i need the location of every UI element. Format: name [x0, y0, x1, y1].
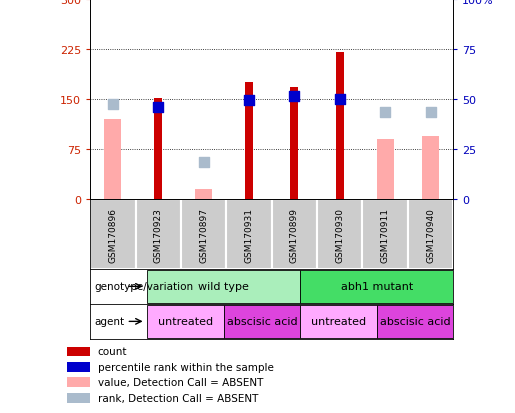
Bar — [67, 362, 90, 372]
Bar — [181, 199, 226, 269]
Point — [381, 109, 389, 116]
Text: GSM170930: GSM170930 — [335, 208, 344, 263]
Text: count: count — [98, 347, 127, 356]
Bar — [363, 199, 408, 269]
Text: abscisic acid: abscisic acid — [380, 317, 450, 327]
Text: abh1 mutant: abh1 mutant — [340, 282, 413, 292]
Point — [336, 96, 344, 103]
Text: percentile rank within the sample: percentile rank within the sample — [98, 362, 274, 372]
Point — [154, 104, 162, 111]
Bar — [224, 305, 300, 338]
Bar — [245, 83, 253, 199]
Bar — [300, 305, 377, 338]
Bar — [408, 199, 453, 269]
Bar — [422, 136, 439, 199]
Text: genotype/variation: genotype/variation — [94, 282, 193, 292]
Text: untreated: untreated — [311, 317, 366, 327]
Bar — [90, 199, 135, 269]
Text: value, Detection Call = ABSENT: value, Detection Call = ABSENT — [98, 377, 263, 387]
Text: GSM170940: GSM170940 — [426, 208, 435, 263]
Bar — [195, 190, 212, 199]
Bar — [147, 305, 224, 338]
Point — [245, 97, 253, 104]
Point — [290, 93, 299, 100]
Bar — [317, 199, 363, 269]
Bar — [104, 120, 122, 199]
Bar — [272, 199, 317, 269]
Bar — [154, 98, 162, 199]
Text: GSM170897: GSM170897 — [199, 208, 208, 263]
Text: agent: agent — [94, 317, 124, 327]
Bar — [67, 377, 90, 387]
Text: abscisic acid: abscisic acid — [227, 317, 298, 327]
Bar — [67, 347, 90, 356]
Bar — [376, 140, 394, 199]
Text: GSM170899: GSM170899 — [290, 208, 299, 263]
Bar — [290, 88, 298, 199]
Bar — [226, 199, 272, 269]
Text: GSM170931: GSM170931 — [245, 208, 253, 263]
Point — [199, 159, 208, 166]
Bar — [377, 305, 453, 338]
Point — [109, 102, 117, 108]
Bar — [147, 270, 300, 304]
Text: rank, Detection Call = ABSENT: rank, Detection Call = ABSENT — [98, 393, 258, 403]
Bar — [300, 270, 453, 304]
Text: wild type: wild type — [198, 282, 249, 292]
Text: GSM170896: GSM170896 — [108, 208, 117, 263]
Text: GSM170923: GSM170923 — [153, 208, 163, 263]
Bar — [336, 53, 344, 199]
Point — [426, 109, 435, 116]
Bar — [67, 393, 90, 403]
Text: untreated: untreated — [158, 317, 213, 327]
Text: GSM170911: GSM170911 — [381, 208, 390, 263]
Bar — [135, 199, 181, 269]
